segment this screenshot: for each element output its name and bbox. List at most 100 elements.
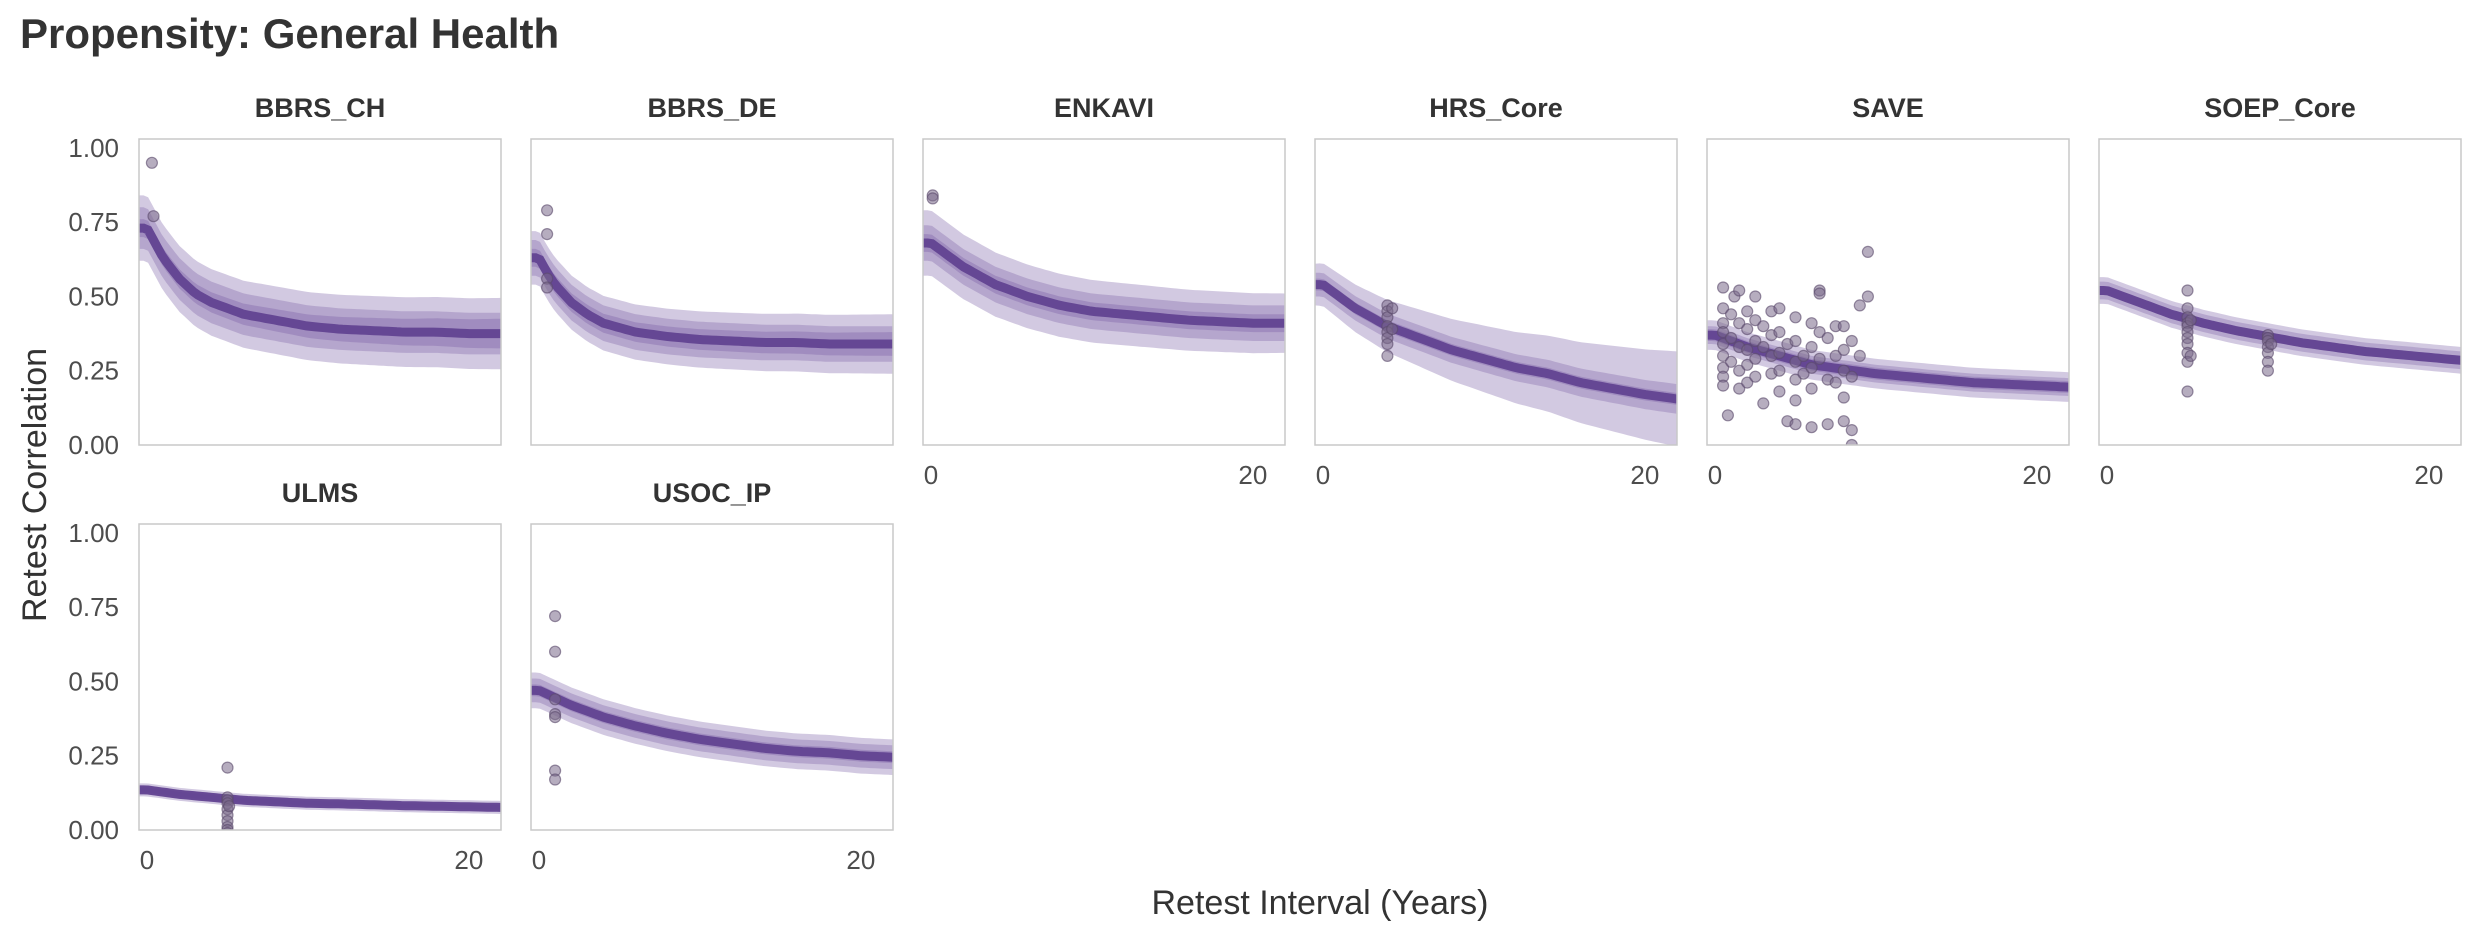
data-point bbox=[1721, 409, 1735, 422]
y-tick-label: 0.00 bbox=[68, 815, 119, 845]
panel-content bbox=[139, 156, 501, 370]
data-point bbox=[1741, 323, 1754, 336]
data-point bbox=[540, 281, 554, 294]
data-point bbox=[1773, 346, 1786, 359]
y-tick-label: 0.00 bbox=[68, 430, 119, 460]
data-point bbox=[548, 645, 562, 658]
data-point bbox=[1716, 337, 1730, 351]
data-point bbox=[1741, 376, 1754, 389]
data-point bbox=[1386, 323, 1399, 336]
data-point bbox=[1821, 418, 1834, 431]
panel-SAVE: SAVE 0 20 bbox=[1706, 93, 2070, 490]
y-tick-label: 0.75 bbox=[68, 592, 119, 622]
panel-strip-label: HRS_Core bbox=[1429, 93, 1563, 123]
panel-content bbox=[531, 204, 893, 374]
data-point bbox=[1741, 305, 1754, 318]
data-point bbox=[1789, 418, 1802, 431]
data-point bbox=[1749, 334, 1762, 348]
data-point bbox=[1797, 349, 1810, 362]
credible-band-2 bbox=[531, 678, 893, 770]
data-point bbox=[1837, 320, 1850, 333]
panel-border bbox=[1706, 138, 2070, 446]
data-point bbox=[1797, 367, 1810, 380]
mean-curve bbox=[531, 685, 893, 762]
data-point bbox=[1789, 355, 1802, 368]
data-point bbox=[1733, 284, 1746, 297]
data-point bbox=[548, 710, 562, 724]
data-point bbox=[2181, 385, 2194, 398]
credible-band-1 bbox=[139, 219, 501, 349]
y-tick-label: 0.25 bbox=[68, 356, 119, 386]
data-point bbox=[1724, 355, 1738, 368]
data-point bbox=[1821, 331, 1834, 345]
x-tick-label: 0 bbox=[532, 845, 546, 875]
data-point bbox=[540, 204, 554, 217]
data-point bbox=[1879, 448, 1890, 459]
x-tick-label: 0 bbox=[1708, 460, 1722, 490]
data-point bbox=[926, 192, 939, 205]
panel-content bbox=[923, 189, 1285, 354]
panel-strip-label: BBRS_CH bbox=[255, 93, 386, 123]
data-point bbox=[1749, 370, 1762, 383]
mean-curve bbox=[923, 238, 1285, 328]
panels-layer: BBRS_CH 0.00 0.25 0.50 0.75 1.00 BBRS_DE ENKAVI… bbox=[68, 93, 2462, 875]
data-point bbox=[1716, 302, 1730, 315]
panel-BBRS_DE: BBRS_DE bbox=[530, 93, 894, 446]
data-point bbox=[2184, 349, 2197, 362]
panel-content bbox=[531, 609, 893, 786]
mean-curve bbox=[139, 785, 501, 812]
x-tick-label: 0 bbox=[2100, 460, 2114, 490]
data-point bbox=[1845, 370, 1858, 383]
data-point bbox=[1749, 314, 1762, 327]
data-point bbox=[1724, 308, 1738, 321]
data-point bbox=[1773, 385, 1786, 398]
panel-SOEP_Core: SOEP_Core 0 20 bbox=[2098, 93, 2462, 490]
panel-border bbox=[2098, 138, 2462, 446]
data-point bbox=[1837, 343, 1850, 356]
data-point bbox=[1724, 331, 1738, 345]
y-tick-label: 0.25 bbox=[68, 741, 119, 771]
data-point bbox=[548, 609, 562, 623]
data-point bbox=[1813, 326, 1826, 339]
panel-HRS_Core: HRS_Core 0 20 bbox=[1314, 93, 1678, 490]
data-point bbox=[2261, 364, 2274, 377]
credible-band-2 bbox=[1315, 272, 1677, 414]
panel-content bbox=[1315, 263, 1677, 445]
x-tick-label: 0 bbox=[924, 460, 938, 490]
data-point bbox=[1861, 290, 1875, 303]
data-point bbox=[223, 800, 236, 813]
data-point bbox=[548, 773, 562, 786]
data-point bbox=[1789, 373, 1802, 386]
panel-content bbox=[139, 761, 501, 830]
data-point bbox=[540, 228, 554, 241]
data-point bbox=[1845, 424, 1858, 437]
data-point bbox=[1829, 349, 1842, 362]
data-point bbox=[1733, 317, 1746, 330]
y-tick-label: 0.50 bbox=[68, 281, 119, 311]
x-tick-label: 20 bbox=[2414, 460, 2443, 490]
data-point bbox=[1845, 438, 1858, 445]
data-point bbox=[1733, 382, 1746, 395]
panel-strip-label: ULMS bbox=[282, 478, 359, 508]
data-point bbox=[147, 210, 160, 223]
data-point bbox=[1805, 382, 1818, 395]
y-axis-title: Retest Correlation bbox=[16, 348, 54, 622]
x-tick-label: 20 bbox=[1238, 460, 1267, 490]
data-point bbox=[1716, 281, 1730, 294]
panel-border bbox=[922, 138, 1286, 446]
data-point bbox=[1789, 311, 1802, 324]
panel-border bbox=[530, 138, 894, 446]
data-point bbox=[1773, 364, 1786, 377]
data-point bbox=[1716, 349, 1730, 362]
panel-strip-label: BBRS_DE bbox=[647, 93, 776, 123]
data-point bbox=[1805, 361, 1818, 374]
data-point bbox=[2181, 284, 2194, 297]
panel-content bbox=[1707, 245, 2069, 459]
data-point bbox=[2265, 337, 2278, 351]
panel-border bbox=[138, 138, 502, 446]
x-tick-label: 20 bbox=[846, 845, 875, 875]
data-point bbox=[1773, 326, 1786, 339]
data-point bbox=[1829, 376, 1842, 389]
chart-title: Propensity: General Health bbox=[20, 10, 559, 57]
